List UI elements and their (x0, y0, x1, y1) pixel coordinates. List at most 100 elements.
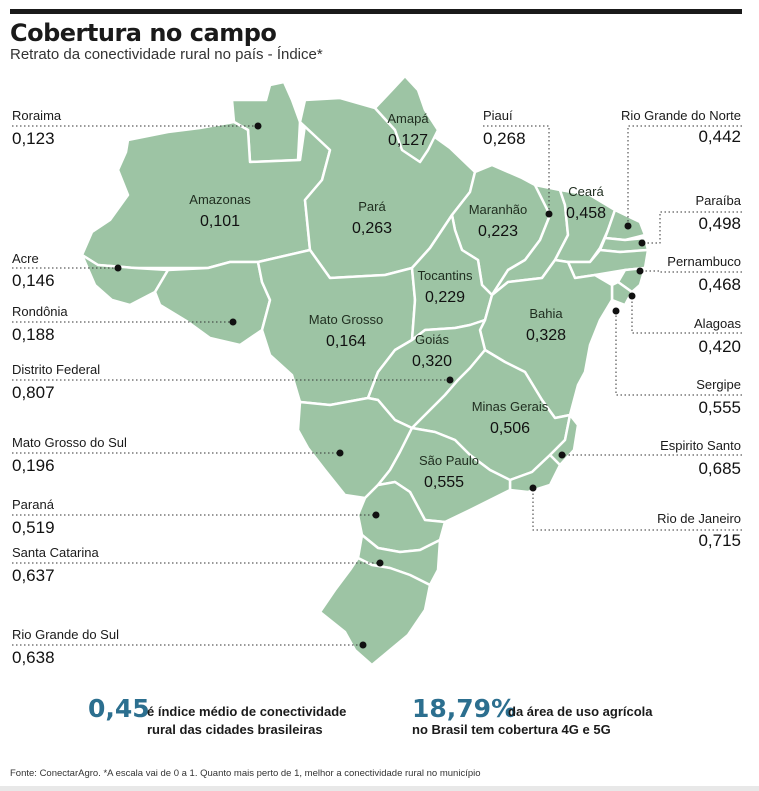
dot-rio-grande-do-sul (359, 641, 367, 649)
callout-name-rio-grande-do-sul: Rio Grande do Sul (12, 627, 119, 642)
state-name-mato-grosso: Mato Grosso (309, 312, 383, 327)
callout-value-rondonia: 0,188 (12, 325, 55, 344)
stat-coverage-line1: da área de uso agrícola (508, 704, 653, 719)
callout-name-piaui: Piauí (483, 108, 513, 123)
page-title: Cobertura no campo (10, 19, 277, 47)
callout-value-parana: 0,519 (12, 518, 55, 537)
state-value-ceara: 0,458 (566, 205, 606, 222)
region-rio-grande-do-sul (318, 556, 432, 667)
dot-parana (372, 511, 380, 519)
state-value-amapa: 0,127 (388, 132, 428, 149)
callout-value-sergipe: 0,555 (698, 398, 741, 417)
callout-value-paraiba: 0,498 (698, 214, 741, 233)
region-rondonia (153, 260, 272, 347)
leader-piaui (483, 125, 550, 214)
stat-average-index: 0,45 (88, 694, 150, 723)
dot-rio-de-janeiro (529, 484, 537, 492)
state-name-maranhao: Maranhão (469, 202, 528, 217)
callout-value-rio-grande-do-sul: 0,638 (12, 648, 55, 667)
state-labels: Amazonas 0,101 Pará 0,263 Amapá 0,127 Ma… (189, 111, 606, 491)
stat-coverage-line2: no Brasil tem cobertura 4G e 5G (412, 722, 611, 737)
callout-name-paraiba: Paraíba (695, 193, 741, 208)
dot-pernambuco (636, 267, 644, 275)
callout-name-distrito-federal: Distrito Federal (12, 362, 100, 377)
callout-value-pernambuco: 0,468 (698, 275, 741, 294)
top-rule (10, 9, 742, 14)
state-name-ceara: Ceará (568, 184, 604, 199)
callout-name-roraima: Roraima (12, 108, 62, 123)
callout-name-rio-grande-do-norte: Rio Grande do Norte (621, 108, 741, 123)
source-footnote: Fonte: ConectarAgro. *A escala vai de 0 … (10, 768, 481, 779)
brazil-map: Amazonas 0,101 Pará 0,263 Amapá 0,127 Ma… (12, 74, 742, 667)
leader-pernambuco (640, 270, 742, 273)
callout-name-mato-grosso-do-sul: Mato Grosso do Sul (12, 435, 127, 450)
callout-value-distrito-federal: 0,807 (12, 383, 55, 402)
stat-coverage-text-2: no Brasil tem cobertura 4G e 5G (412, 721, 611, 739)
callout-value-piaui: 0,268 (483, 129, 526, 148)
map-regions (80, 74, 650, 667)
state-value-minas-gerais: 0,506 (490, 420, 530, 437)
callout-name-alagoas: Alagoas (694, 316, 741, 331)
callout-name-espirito-santo: Espirito Santo (660, 438, 741, 453)
callout-name-acre: Acre (12, 251, 39, 266)
page-subtitle: Retrato da conectividade rural no país -… (10, 46, 323, 63)
dot-espirito-santo (558, 451, 566, 459)
dot-alagoas (628, 292, 636, 300)
state-dots (114, 122, 646, 649)
callout-value-espirito-santo: 0,685 (698, 459, 741, 478)
callout-value-acre: 0,146 (12, 271, 55, 290)
state-value-maranhao: 0,223 (478, 223, 518, 240)
stat-coverage-text: da área de uso agrícola (508, 703, 653, 721)
leader-rio-de-janeiro (532, 488, 742, 531)
leader-alagoas (631, 296, 742, 334)
dot-rondonia (229, 318, 237, 326)
callout-name-parana: Paraná (12, 497, 55, 512)
callout-name-sergipe: Sergipe (696, 377, 741, 392)
dot-mato-grosso-do-sul (336, 449, 344, 457)
state-value-mato-grosso: 0,164 (326, 333, 366, 350)
leader-rio-grande-do-norte (627, 125, 742, 226)
state-value-goias: 0,320 (412, 353, 452, 370)
callout-name-rio-de-janeiro: Rio de Janeiro (657, 511, 741, 526)
state-name-tocantins: Tocantins (418, 268, 473, 283)
callout-name-rondonia: Rondônia (12, 304, 68, 319)
region-sao-paulo (376, 426, 512, 524)
stat-average-text: é índice médio de conectividade rural da… (147, 703, 346, 739)
callout-value-rio-grande-do-norte: 0,442 (698, 127, 741, 146)
callouts-left: Roraima 0,123 Acre 0,146 Rondônia 0,188 … (12, 108, 127, 667)
bottom-rule (0, 786, 759, 791)
callout-value-mato-grosso-do-sul: 0,196 (12, 456, 55, 475)
leader-lines (12, 125, 742, 646)
dot-paraiba (638, 239, 646, 247)
state-value-sao-paulo: 0,555 (424, 474, 464, 491)
state-value-bahia: 0,328 (526, 327, 566, 344)
callouts-right: Piauí 0,268 Rio Grande do Norte 0,442 Pa… (483, 108, 742, 550)
dot-piaui (545, 210, 553, 218)
dot-acre (114, 264, 122, 272)
dot-santa-catarina (376, 559, 384, 567)
dot-distrito-federal (446, 376, 454, 384)
dot-sergipe (612, 307, 620, 315)
state-value-tocantins: 0,229 (425, 289, 465, 306)
state-name-minas-gerais: Minas Gerais (472, 399, 549, 414)
dot-roraima (254, 122, 262, 130)
state-name-amazonas: Amazonas (189, 192, 251, 207)
callout-value-santa-catarina: 0,637 (12, 566, 55, 585)
stat-average-line2: rural das cidades brasileiras (147, 722, 323, 737)
state-name-sao-paulo: São Paulo (419, 453, 479, 468)
stat-coverage-percent: 18,79% (412, 694, 517, 723)
state-name-bahia: Bahia (529, 306, 563, 321)
callout-name-santa-catarina: Santa Catarina (12, 545, 99, 560)
callout-name-pernambuco: Pernambuco (667, 254, 741, 269)
stat-average-line1: é índice médio de conectividade (147, 704, 347, 719)
callout-value-roraima: 0,123 (12, 129, 55, 148)
state-name-amapa: Amapá (387, 111, 429, 126)
callout-value-alagoas: 0,420 (698, 337, 741, 356)
callout-value-rio-de-janeiro: 0,715 (698, 531, 741, 550)
dot-rio-grande-do-norte (624, 222, 632, 230)
state-value-para: 0,263 (352, 220, 392, 237)
leader-paraiba (642, 211, 742, 244)
state-name-para: Pará (358, 199, 386, 214)
state-value-amazonas: 0,101 (200, 213, 240, 230)
region-amapa (373, 74, 440, 164)
